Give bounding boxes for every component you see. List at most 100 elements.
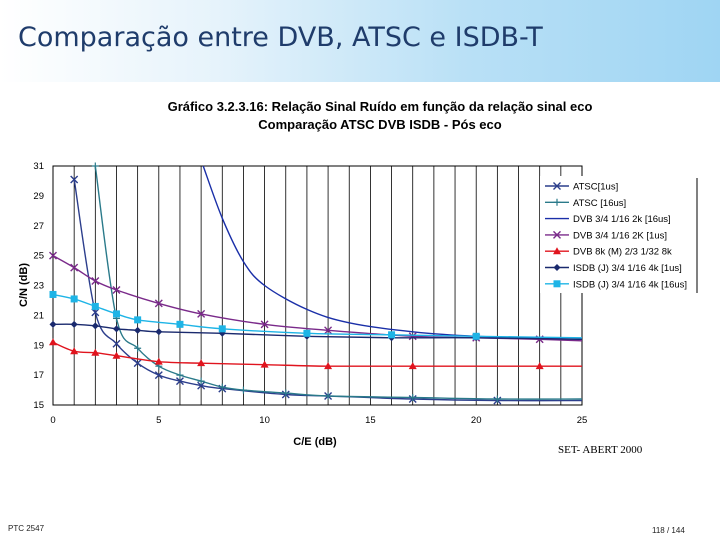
data-point [553, 280, 561, 288]
data-point [70, 263, 79, 272]
data-point [70, 347, 79, 355]
data-point [91, 308, 100, 317]
legend-label: ATSC [16us] [573, 198, 626, 209]
legend-label: ISDB (J) 3/4 1/16 4k [1us] [573, 263, 682, 274]
x-tick-label: 20 [471, 415, 482, 426]
series-2 [91, 162, 583, 403]
data-point [282, 389, 290, 397]
series-1 [70, 175, 583, 405]
footer-course-code: PTC 2547 [8, 524, 45, 533]
data-point [91, 277, 100, 286]
data-point [409, 394, 417, 402]
data-point [133, 359, 142, 368]
data-point [553, 182, 561, 190]
data-point [176, 320, 184, 328]
data-point [49, 338, 57, 346]
legend-label: ATSC[1us] [573, 182, 618, 193]
y-axis-label: C/N (dB) [18, 263, 30, 307]
y-tick-label: 21 [33, 310, 44, 321]
y-tick-label: 31 [33, 161, 44, 172]
data-point [239, 386, 247, 394]
slide-title: Comparação entre DVB, ATSC e ISDB-T [18, 22, 543, 53]
y-tick-label: 17 [33, 370, 44, 381]
data-point [303, 329, 311, 337]
data-point [197, 381, 206, 390]
legend-item: ATSC [16us] [545, 198, 626, 209]
data-point [91, 348, 100, 356]
y-tick-label: 25 [33, 251, 44, 262]
data-point [175, 377, 184, 386]
data-point [154, 357, 163, 365]
title-bar: Comparação entre DVB, ATSC e ISDB-T [0, 0, 720, 82]
legend-label: DVB 3/4 1/16 2K [1us] [573, 230, 667, 241]
legend-item: ATSC[1us] [545, 182, 618, 193]
y-tick-label: 27 [33, 221, 44, 232]
y-tick-label: 29 [33, 191, 44, 202]
data-point [260, 320, 269, 329]
data-point [472, 332, 480, 340]
source-note: SET- ABERT 2000 [558, 444, 643, 456]
data-point [49, 320, 57, 328]
data-point [112, 339, 121, 348]
data-point [91, 302, 99, 310]
data-point [70, 295, 78, 303]
y-tick-label: 23 [33, 281, 44, 292]
data-point [553, 230, 561, 239]
data-point [553, 264, 561, 271]
data-point [91, 322, 99, 330]
x-tick-label: 5 [156, 415, 161, 426]
data-point [324, 362, 333, 370]
x-axis-label: C/E (dB) [293, 436, 337, 448]
x-tick-label: 25 [577, 415, 588, 426]
chart: Gráfico 3.2.3.16: Relação Sinal Ruído em… [18, 99, 698, 448]
data-point [49, 290, 57, 298]
data-point [553, 198, 561, 206]
data-point [408, 332, 417, 341]
series-line [52, 341, 582, 367]
legend-label: DVB 3/4 1/16 2k [16us] [573, 214, 671, 225]
data-point [112, 310, 120, 318]
data-point [388, 331, 396, 339]
legend: ATSC[1us] ATSC [16us] DVB 3/4 1/16 2k [16u… [540, 176, 698, 293]
grid [52, 165, 583, 406]
chart-subtitle: Comparação ATSC DVB ISDB - Pós eco [258, 117, 501, 132]
data-point [553, 247, 561, 255]
data-point [134, 316, 142, 324]
data-point [493, 395, 501, 403]
legend-item: ISDB (J) 3/4 1/16 4k [16us] [545, 279, 687, 290]
data-point [155, 328, 163, 336]
data-point [176, 371, 184, 379]
y-tick-label: 15 [33, 400, 44, 411]
legend-item: DVB 3/4 1/16 2K [1us] [545, 230, 667, 241]
data-point [197, 359, 206, 367]
data-point [70, 320, 78, 328]
x-tick-label: 15 [365, 415, 376, 426]
y-tick-label: 19 [33, 340, 44, 351]
data-point [91, 162, 99, 170]
data-point [197, 309, 206, 318]
data-point [324, 326, 333, 335]
page-number: 118 / 144 [652, 526, 685, 535]
x-tick-label: 10 [259, 415, 270, 426]
data-point [112, 351, 121, 359]
data-point [154, 299, 163, 308]
series-7 [49, 290, 583, 340]
legend-item: DVB 3/4 1/16 2k [16us] [545, 214, 671, 225]
legend-item: DVB 8k (M) 2/3 1/32 8k [545, 247, 672, 258]
data-point [408, 362, 417, 370]
data-point [197, 377, 205, 385]
x-tick-label: 0 [50, 415, 55, 426]
data-point [112, 285, 121, 294]
legend-label: DVB 8k (M) 2/3 1/32 8k [573, 247, 672, 258]
legend-item: ISDB (J) 3/4 1/16 4k [1us] [545, 263, 682, 274]
series-layer [49, 162, 583, 405]
ticks: 0 5 10 15 20 25 15 17 19 21 23 25 27 29 31 [33, 161, 587, 426]
data-point [218, 325, 226, 333]
data-point [154, 371, 163, 380]
data-point [260, 360, 269, 368]
chart-title: Gráfico 3.2.3.16: Relação Sinal Ruído em… [168, 99, 593, 114]
data-point [535, 362, 544, 370]
data-point [134, 344, 142, 352]
data-point [218, 383, 226, 391]
data-point [324, 392, 332, 400]
